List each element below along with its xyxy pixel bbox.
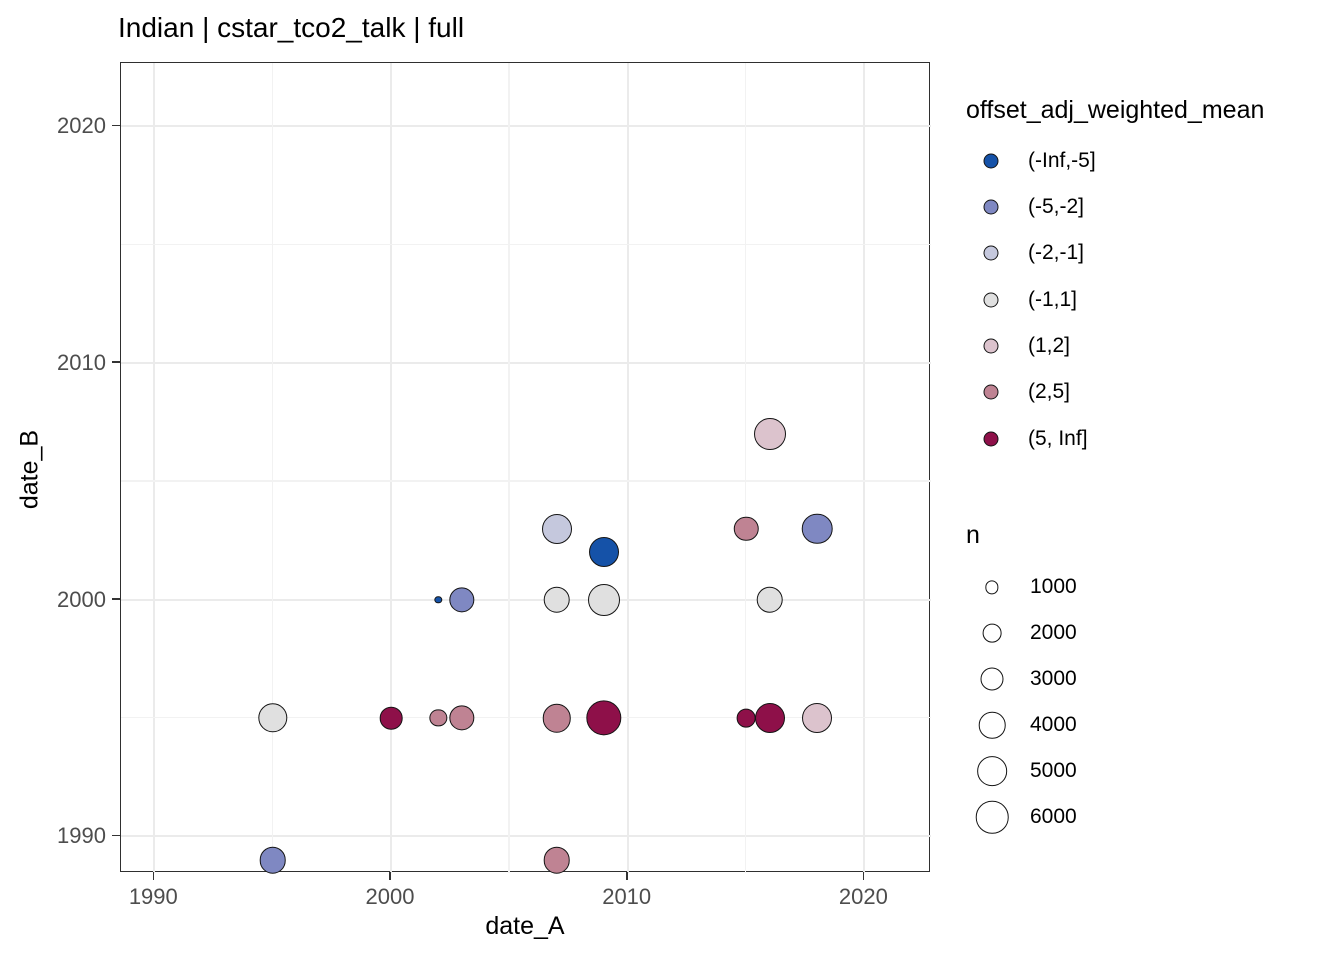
size-legend-label: 3000 xyxy=(1030,667,1077,691)
color-legend-title: offset_adj_weighted_mean xyxy=(966,96,1265,124)
data-point xyxy=(753,418,786,450)
y-tick-label: 1990 xyxy=(57,823,106,849)
major-gridline xyxy=(626,63,629,873)
size-legend-title: n xyxy=(966,521,980,549)
y-axis-title: date_B xyxy=(15,429,44,510)
major-gridline xyxy=(390,63,392,873)
major-gridline xyxy=(121,835,931,838)
major-gridline xyxy=(121,598,931,601)
y-tick-label: 2000 xyxy=(57,586,106,612)
minor-gridline xyxy=(121,480,931,482)
data-point xyxy=(588,583,621,616)
y-axis-tick xyxy=(112,361,120,363)
minor-gridline xyxy=(508,63,510,873)
size-legend-label: 6000 xyxy=(1030,805,1077,829)
color-legend-label: (-1,1] xyxy=(1028,287,1078,311)
color-legend-key xyxy=(983,384,999,400)
data-point xyxy=(802,703,833,734)
color-legend-key xyxy=(983,431,999,447)
color-legend-label: (-Inf,-5] xyxy=(1028,148,1096,172)
minor-gridline xyxy=(121,717,931,719)
data-point xyxy=(543,586,570,613)
x-axis-title: date_A xyxy=(485,912,565,940)
color-legend-key xyxy=(983,245,999,261)
color-legend-label: (1,2] xyxy=(1028,334,1071,358)
minor-gridline xyxy=(121,243,931,246)
color-legend-key xyxy=(983,292,999,308)
minor-gridline xyxy=(745,63,747,873)
data-point xyxy=(586,700,622,736)
size-legend-key xyxy=(980,667,1004,691)
data-point xyxy=(736,708,756,728)
chart-title: Indian | cstar_tco2_talk | full xyxy=(118,12,465,43)
data-point xyxy=(541,513,572,544)
size-legend-key xyxy=(985,580,999,594)
color-legend-key xyxy=(983,338,999,354)
data-point xyxy=(543,846,570,874)
x-tick-label: 2010 xyxy=(602,884,652,909)
data-point xyxy=(754,703,785,734)
data-point xyxy=(801,513,833,544)
color-legend-key xyxy=(983,153,999,169)
color-legend-label: (-5,-2] xyxy=(1028,195,1085,219)
data-point xyxy=(379,706,403,730)
data-point xyxy=(434,595,443,604)
x-axis-tick xyxy=(862,872,865,880)
major-gridline xyxy=(863,63,866,873)
data-point xyxy=(429,709,447,727)
x-tick-label: 1990 xyxy=(128,884,178,909)
size-legend-label: 5000 xyxy=(1030,759,1077,783)
color-legend-key xyxy=(983,199,999,215)
color-legend-label: (5, Inf] xyxy=(1028,426,1088,450)
size-legend-label: 1000 xyxy=(1030,575,1077,599)
y-axis-tick xyxy=(112,124,120,127)
size-legend-key xyxy=(982,623,1002,643)
x-axis-tick xyxy=(389,872,391,880)
x-axis-tick xyxy=(152,872,155,880)
size-legend-key xyxy=(975,800,1009,834)
y-axis-tick xyxy=(112,834,120,837)
size-legend-key xyxy=(977,756,1007,786)
minor-gridline xyxy=(271,63,274,873)
major-gridline xyxy=(121,125,931,128)
size-legend-label: 2000 xyxy=(1030,621,1077,645)
major-gridline xyxy=(153,63,156,873)
x-tick-label: 2020 xyxy=(838,884,888,909)
size-legend-key xyxy=(978,711,1006,739)
data-point xyxy=(589,537,620,568)
size-legend-label: 4000 xyxy=(1030,713,1077,737)
data-point xyxy=(259,846,286,874)
y-axis-tick xyxy=(112,597,120,600)
y-tick-label: 2010 xyxy=(57,350,106,375)
major-gridline xyxy=(121,362,931,364)
data-point xyxy=(733,516,759,541)
color-legend-label: (2,5] xyxy=(1028,380,1071,404)
data-point xyxy=(449,587,475,613)
plot-panel xyxy=(120,62,931,874)
data-point xyxy=(449,705,475,731)
data-point xyxy=(756,586,783,613)
y-tick-label: 2020 xyxy=(57,113,106,139)
data-point xyxy=(257,703,288,733)
x-tick-label: 2000 xyxy=(365,884,415,909)
color-legend-label: (-2,-1] xyxy=(1028,241,1085,265)
data-point xyxy=(542,703,571,733)
x-axis-tick xyxy=(625,872,628,880)
